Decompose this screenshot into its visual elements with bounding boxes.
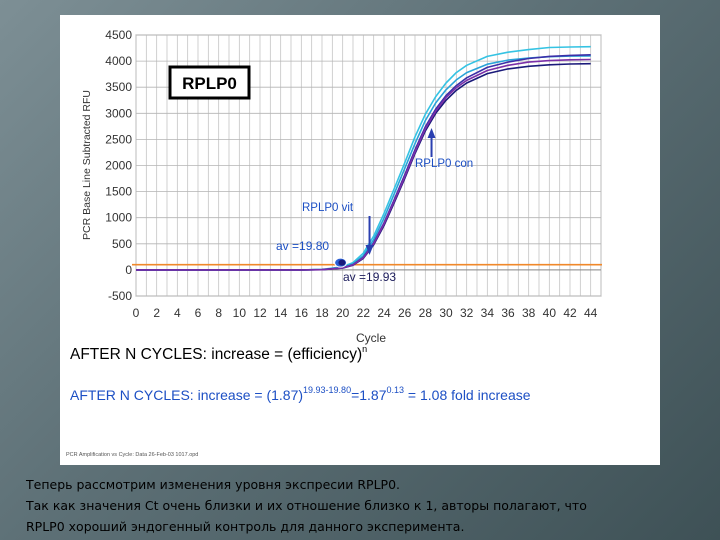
annotation-av-vit: av =19.80: [276, 239, 329, 253]
x-tick-label: 24: [377, 306, 391, 320]
x-tick-label: 14: [274, 306, 288, 320]
x-tick-label: 36: [501, 306, 515, 320]
y-tick-label: 4500: [105, 28, 132, 42]
x-tick-label: 38: [522, 306, 536, 320]
y-tick-label: 3000: [105, 106, 132, 120]
x-tick-label: 44: [584, 306, 598, 320]
x-tick-label: 16: [295, 306, 309, 320]
y-tick-label: 0: [125, 263, 132, 277]
slide-caption: Теперь рассмотрим изменения уровня экспр…: [26, 474, 706, 537]
formula-general: AFTER N CYCLES: increase = (efficiency)n: [70, 344, 368, 364]
x-tick-label: 0: [133, 306, 140, 320]
x-tick-label: 42: [563, 306, 577, 320]
formula-general-exponent: n: [362, 344, 368, 354]
x-tick-label: 4: [174, 306, 181, 320]
ct-marker-con: [338, 259, 346, 266]
y-tick-label: 3500: [105, 80, 132, 94]
caption-line-2: Так как значения Ct очень близки и их от…: [26, 498, 587, 513]
formula-calc-part-b: =1.87: [351, 387, 387, 403]
x-tick-label: 40: [543, 306, 557, 320]
formula-general-text: AFTER N CYCLES: increase = (efficiency): [70, 346, 363, 363]
x-axis-label: Cycle: [356, 331, 386, 345]
caption-line-1: Теперь рассмотрим изменения уровня экспр…: [26, 477, 401, 492]
formula-calculation: AFTER N CYCLES: increase = (1.87)19.93-1…: [70, 385, 531, 403]
x-tick-label: 20: [336, 306, 350, 320]
arrow-vit-head: [365, 245, 374, 255]
annotation-rplp0-vit: RPLP0 vit: [302, 202, 354, 214]
slide-panel: 4500 4000 3500 3000 2500 2000 1500 1000 500 0 -500…: [60, 15, 660, 465]
x-tick-label: 30: [439, 306, 453, 320]
arrow-con-head: [427, 128, 436, 138]
x-tick-label: 10: [233, 306, 247, 320]
annotation-rplp0-con: RPLP0 con: [415, 158, 473, 170]
chart-title: RPLP0: [182, 74, 237, 93]
y-tick-label: 500: [112, 237, 132, 251]
x-tick-label: 8: [215, 306, 222, 320]
y-axis-label: PCR Base Line Subtracted RFU: [81, 90, 93, 240]
formula-calc-exponent-1: 19.93-19.80: [303, 385, 352, 395]
formula-calc-part-a: AFTER N CYCLES: increase = (1.87): [70, 387, 304, 403]
x-tick-label: 12: [253, 306, 267, 320]
y-tick-label: 1500: [105, 185, 132, 199]
annotation-av-con: av =19.93: [343, 270, 396, 284]
x-tick-label: 26: [398, 306, 412, 320]
caption-line-3: RPLP0 хороший эндогенный контроль для да…: [26, 519, 465, 534]
y-tick-label: 4000: [105, 54, 132, 68]
amplification-chart: 450040003500300025002000150010005000-500…: [81, 28, 602, 345]
y-tick-label: 1000: [105, 211, 132, 225]
x-tick-label: 2: [153, 306, 160, 320]
x-tick-label: 34: [481, 306, 495, 320]
x-tick-label: 28: [419, 306, 433, 320]
y-tick-label: -500: [108, 289, 132, 303]
chart-title-box: [168, 65, 251, 100]
plot-footnote: PCR Amplification vs Cycle: Data 26-Feb-…: [66, 452, 199, 458]
x-tick-label: 18: [315, 306, 329, 320]
x-tick-label: 32: [460, 306, 474, 320]
x-tick-label: 22: [357, 306, 371, 320]
formula-calc-result: = 1.08 fold increase: [404, 387, 531, 403]
x-tick-label: 6: [195, 306, 202, 320]
y-tick-label: 2000: [105, 159, 132, 173]
series-line-5: [136, 58, 591, 271]
formula-calc-exponent-2: 0.13: [386, 385, 405, 395]
y-tick-label: 2500: [105, 132, 132, 146]
